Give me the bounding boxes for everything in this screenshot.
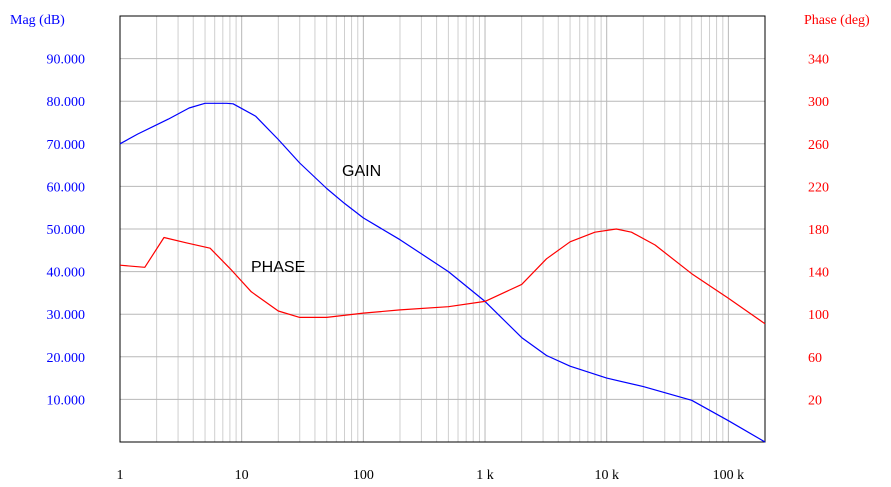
left-axis-title: Mag (dB): [10, 13, 65, 28]
right-tick-label: 60: [808, 351, 822, 366]
left-tick-label: 10.000: [47, 393, 86, 408]
x-tick-label: 1 k: [476, 468, 494, 483]
left-tick-label: 80.000: [47, 95, 86, 110]
major-grid: [120, 16, 765, 442]
right-tick-label: 260: [808, 138, 829, 153]
x-tick-label: 10: [235, 468, 249, 483]
left-tick-label: 50.000: [47, 223, 86, 238]
left-tick-labels: 10.000 20.000 30.000 40.000 50.000 60.000 70.0…: [47, 53, 86, 409]
x-tick-label: 10 k: [594, 468, 619, 483]
x-tick-labels: 1 10 100 1 k 10 k 100 k: [117, 468, 745, 483]
series-layer: [119, 102, 766, 443]
series-line-gain: [119, 102, 766, 443]
right-tick-label: 140: [808, 266, 829, 281]
left-tick-label: 70.000: [47, 138, 86, 153]
left-tick-label: 40.000: [47, 266, 86, 281]
right-tick-labels: 20 60 100 140 180 220 260 300 340: [808, 53, 829, 409]
right-tick-label: 220: [808, 180, 829, 195]
plot-frame: [119, 15, 766, 443]
x-tick-label: 100 k: [713, 468, 745, 483]
series-line-phase: [119, 228, 766, 325]
left-tick-label: 90.000: [47, 53, 86, 68]
left-tick-label: 30.000: [47, 308, 86, 323]
right-tick-label: 20: [808, 393, 822, 408]
x-tick-label: 100: [353, 468, 374, 483]
right-axis-title: Phase (deg): [804, 13, 870, 28]
gain-annotation: GAIN: [342, 163, 381, 180]
right-tick-label: 340: [808, 53, 829, 68]
left-tick-label: 20.000: [47, 351, 86, 366]
x-tick-label: 1: [117, 468, 124, 483]
right-tick-label: 180: [808, 223, 829, 238]
phase-annotation: PHASE: [251, 259, 305, 276]
left-tick-label: 60.000: [47, 180, 86, 195]
right-tick-label: 100: [808, 308, 829, 323]
right-tick-label: 300: [808, 95, 829, 110]
